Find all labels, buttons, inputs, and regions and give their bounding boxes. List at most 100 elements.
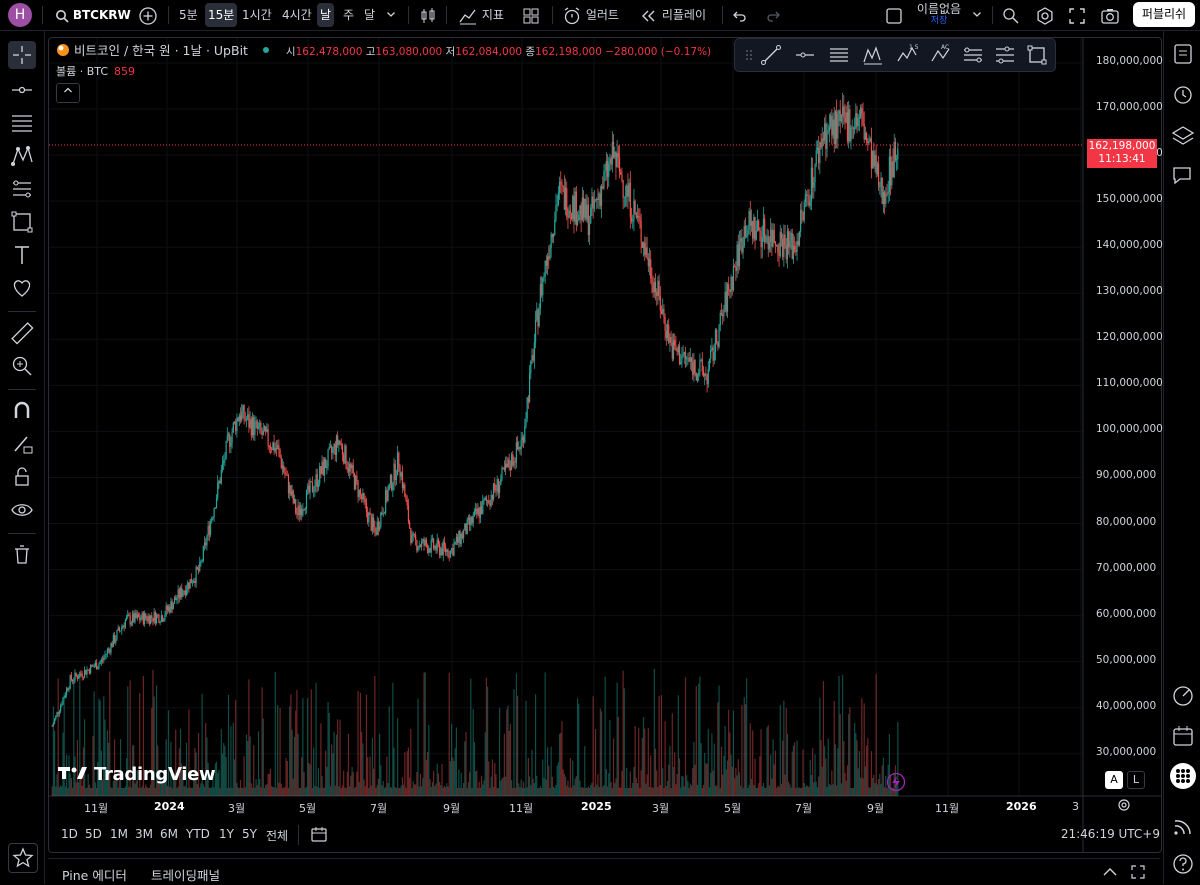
- magnet-mode-button[interactable]: [8, 397, 36, 425]
- range-6m[interactable]: 6M: [160, 827, 178, 841]
- object-tree-button[interactable]: [1170, 123, 1196, 149]
- range-all[interactable]: 전체: [266, 829, 289, 843]
- draw-fib-button[interactable]: [827, 43, 851, 67]
- candle-body: [476, 508, 478, 515]
- tab-trading-panel[interactable]: 트레이딩패널: [151, 868, 221, 883]
- axis-settings-button[interactable]: [1116, 797, 1132, 816]
- clock-timezone[interactable]: 21:46:19 UTC+9: [1060, 827, 1160, 841]
- range-5d[interactable]: 5D: [85, 827, 102, 841]
- candle-body: [359, 489, 362, 495]
- snapshot-button[interactable]: [1100, 3, 1120, 27]
- volume-bar: [352, 771, 354, 796]
- hide-drawings-button[interactable]: [8, 496, 36, 524]
- compare-symbol-button[interactable]: [138, 3, 158, 27]
- redo-button[interactable]: [765, 3, 781, 27]
- volume-bar: [334, 785, 336, 796]
- layout-select[interactable]: [885, 3, 903, 27]
- publish-button[interactable]: 퍼블리쉬: [1133, 2, 1195, 27]
- shape-tool[interactable]: [8, 208, 36, 236]
- draw-elliott-button[interactable]: [861, 43, 885, 67]
- range-3m[interactable]: 3M: [135, 827, 153, 841]
- price-chart[interactable]: [49, 38, 1161, 852]
- icon-tool[interactable]: [8, 274, 36, 302]
- collapse-legend-button[interactable]: [56, 83, 80, 103]
- volume-bar: [305, 786, 308, 796]
- text-tool[interactable]: [8, 241, 36, 269]
- draw-channel-button[interactable]: [961, 43, 985, 67]
- templates-button[interactable]: [522, 3, 540, 27]
- zoom-tool[interactable]: [8, 352, 36, 380]
- replay-button[interactable]: 리플레이: [640, 3, 706, 27]
- ideas-button[interactable]: [1170, 683, 1196, 709]
- price-tick-label: 120,000,000: [1096, 331, 1163, 344]
- draw-range-button[interactable]: [993, 43, 1017, 67]
- interval-5m[interactable]: 5분: [179, 8, 198, 22]
- favorites-button[interactable]: [8, 843, 38, 873]
- fib-tool[interactable]: [8, 109, 36, 137]
- fullscreen-button[interactable]: [1068, 3, 1086, 27]
- pattern-tool[interactable]: [8, 142, 36, 170]
- goto-date-button[interactable]: [310, 825, 328, 846]
- expand-panel-button[interactable]: [1102, 865, 1118, 882]
- indicators-icon: [459, 9, 476, 24]
- interval-1h[interactable]: 1시간: [242, 8, 272, 22]
- alert-button[interactable]: 얼러트: [562, 3, 619, 27]
- calendar-button[interactable]: [1170, 723, 1196, 749]
- candle-body: [506, 463, 508, 468]
- measure-tool[interactable]: [8, 319, 36, 347]
- draw-abc-button[interactable]: AC: [929, 43, 953, 67]
- indicators-button[interactable]: 지표: [458, 3, 504, 27]
- trendline-tool[interactable]: [8, 76, 36, 104]
- chart-type-button[interactable]: [418, 3, 438, 27]
- symbol-search-button[interactable]: BTCKRW: [55, 3, 131, 27]
- maximize-panel-button[interactable]: [1130, 865, 1146, 882]
- user-avatar[interactable]: H: [8, 3, 32, 27]
- draw-rectangle-button[interactable]: [1025, 43, 1049, 67]
- auto-scale-button[interactable]: A: [1105, 771, 1123, 789]
- tab-pine-editor[interactable]: Pine 에디터: [62, 868, 127, 883]
- range-1m[interactable]: 1M: [110, 827, 128, 841]
- interval-dropdown[interactable]: [386, 3, 396, 27]
- interval-15m[interactable]: 15분: [205, 3, 238, 27]
- lock-drawings-button[interactable]: [8, 463, 36, 491]
- help-button[interactable]: [1170, 851, 1196, 877]
- symbol-legend[interactable]: 비트코인 / 한국 원 · 1날 · UpBit 시162,478,000 고1…: [56, 40, 711, 59]
- drag-handle[interactable]: [737, 43, 752, 67]
- draw-wave-button[interactable]: 1 5: [895, 43, 919, 67]
- layout-dropdown[interactable]: [972, 3, 982, 27]
- draw-hray-button[interactable]: [793, 43, 817, 67]
- interval-1M[interactable]: 달: [364, 8, 376, 22]
- volume-legend[interactable]: 볼륨 · BTC 859: [56, 63, 135, 79]
- settings-button[interactable]: [1035, 3, 1055, 27]
- undo-button[interactable]: [732, 3, 748, 27]
- candle-body: [474, 508, 477, 512]
- range-ytd[interactable]: YTD: [186, 827, 210, 841]
- layout-name-button[interactable]: 이름없음 저장: [912, 2, 966, 28]
- apps-button[interactable]: [1170, 763, 1196, 789]
- candle-body: [64, 694, 66, 697]
- gear-icon: [1118, 799, 1130, 811]
- lightning-button[interactable]: [886, 772, 906, 795]
- volume-bar: [375, 787, 377, 796]
- range-1y[interactable]: 1Y: [219, 827, 234, 841]
- alerts-panel-button[interactable]: [1170, 81, 1196, 107]
- candle-body: [110, 643, 112, 653]
- quick-search-button[interactable]: [1001, 3, 1021, 27]
- streams-button[interactable]: [1170, 813, 1196, 839]
- range-5y[interactable]: 5Y: [242, 827, 257, 841]
- interval-4h[interactable]: 4시간: [282, 8, 312, 22]
- tradingview-watermark[interactable]: TradingView: [58, 764, 216, 785]
- range-1d[interactable]: 1D: [61, 827, 78, 841]
- interval-1d[interactable]: 날: [317, 3, 335, 27]
- watchlist-button[interactable]: [1170, 41, 1196, 67]
- stay-drawing-button[interactable]: [8, 430, 36, 458]
- log-scale-button[interactable]: L: [1127, 771, 1145, 789]
- volume-bar: [617, 716, 619, 796]
- chart-pane[interactable]: [48, 37, 1162, 853]
- crosshair-tool[interactable]: [8, 41, 36, 69]
- projection-tool[interactable]: [8, 175, 36, 203]
- chats-button[interactable]: [1170, 163, 1196, 189]
- remove-drawings-button[interactable]: [8, 541, 36, 569]
- draw-trendline-button[interactable]: [759, 43, 783, 67]
- interval-1w[interactable]: 주: [343, 8, 355, 22]
